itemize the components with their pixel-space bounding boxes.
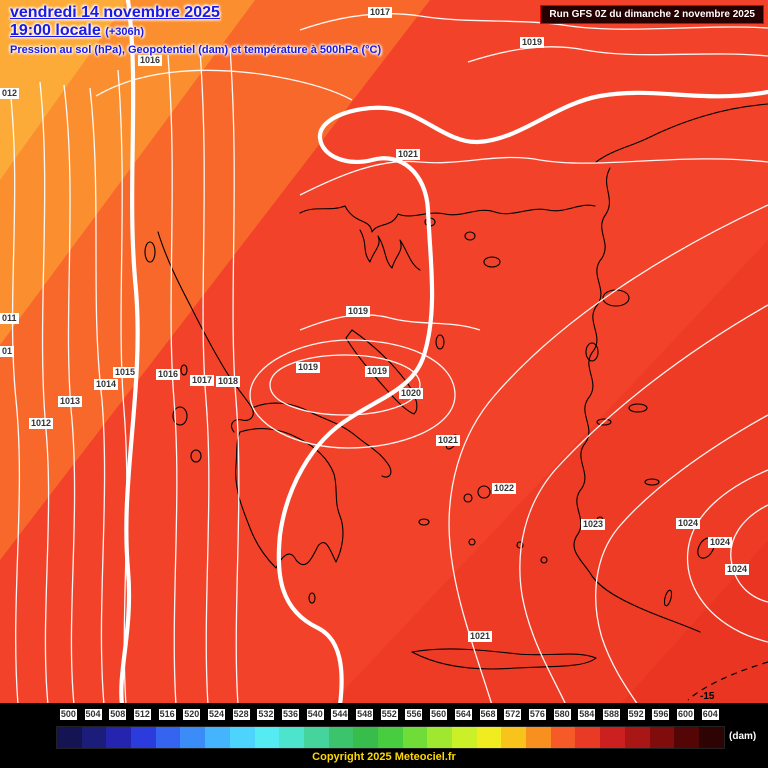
pressure-label: 1021: [436, 435, 461, 446]
pressure-label: 01: [0, 346, 15, 357]
pressure-label: 1024: [676, 518, 701, 529]
legend-tick: 564: [454, 709, 472, 720]
legend-color-cell: [279, 727, 304, 748]
legend-color-cell: [155, 727, 181, 748]
legend-tick: 568: [479, 709, 497, 720]
legend-color-cell: [180, 727, 206, 748]
pressure-label: 012: [0, 88, 20, 99]
pressure-label: 1020: [399, 388, 424, 399]
temperature-shading: [0, 0, 768, 705]
legend-band: 500 504 508 512 516 520 524 528 532 536 540 544 548 5…: [0, 703, 768, 768]
pressure-label: 1017: [190, 375, 215, 386]
pressure-label: 1016: [138, 55, 163, 66]
legend-tick: 544: [331, 709, 349, 720]
legend-color-cell: [303, 727, 329, 748]
legend-tick: 500: [59, 709, 77, 720]
legend-tick: 604: [701, 709, 719, 720]
forecast-offset-label: (+306h): [105, 26, 145, 38]
pressure-label: 1017: [368, 7, 393, 18]
legend-color-cell: [402, 727, 428, 748]
legend-tick: 532: [257, 709, 275, 720]
isotherm-line: [687, 661, 768, 701]
legend-tick: 580: [553, 709, 571, 720]
pressure-label: 1019: [520, 37, 545, 48]
pressure-label: 1019: [346, 306, 371, 317]
pressure-label: 1016: [156, 369, 181, 380]
pressure-label: 1022: [492, 483, 517, 494]
pressure-label: 1014: [94, 379, 119, 390]
legend-color-cell: [452, 727, 477, 748]
legend-tick: 508: [109, 709, 127, 720]
legend-tick: 516: [158, 709, 176, 720]
legend-tick: 588: [602, 709, 620, 720]
legend-tick: 504: [84, 709, 102, 720]
legend-tick: 548: [356, 709, 374, 720]
legend-tick: 528: [232, 709, 250, 720]
legend-tick: 592: [627, 709, 645, 720]
legend-color-cell: [377, 727, 403, 748]
legend-color-cell: [205, 727, 230, 748]
legend-unit-label: (dam): [729, 731, 757, 742]
legend-tick: 576: [528, 709, 546, 720]
pressure-label: 1024: [708, 537, 733, 548]
legend-color-cell: [624, 727, 650, 748]
pressure-label: 1018: [216, 376, 241, 387]
legend-color-cell: [81, 727, 107, 748]
parameters-label: Pression au sol (hPa), Geopotentiel (dam…: [10, 44, 382, 56]
legend-tick: 584: [578, 709, 596, 720]
legend-tick: 540: [306, 709, 324, 720]
map-header: vendredi 14 novembre 2025 19:00 locale (…: [10, 4, 381, 56]
legend-color-cell: [526, 727, 551, 748]
pressure-label: 1012: [29, 418, 54, 429]
legend-tick: 552: [380, 709, 398, 720]
legend-tick: 512: [133, 709, 151, 720]
legend-color-cell: [575, 727, 601, 748]
legend-color-cell: [427, 727, 452, 748]
legend-tick: 536: [282, 709, 300, 720]
copyright-label: Copyright 2025 Meteociel.fr: [312, 751, 456, 763]
pressure-label: 1019: [296, 362, 321, 373]
legend-color-cell: [353, 727, 378, 748]
pressure-label: 1023: [581, 519, 606, 530]
run-info-box: Run GFS 0Z du dimanche 2 novembre 2025: [540, 5, 764, 24]
pressure-label: 1021: [396, 149, 421, 160]
legend-color-cell: [674, 727, 699, 748]
legend-color-cell: [229, 727, 255, 748]
legend-color-cell: [131, 727, 156, 748]
pressure-label: 1013: [58, 396, 83, 407]
map-canvas: [0, 0, 768, 705]
temperature-label: -15: [700, 691, 715, 702]
legend-color-cell: [106, 727, 132, 748]
time-label: 19:00 locale: [10, 22, 101, 39]
legend-color-cell: [57, 727, 82, 748]
legend-color-bar: [56, 726, 725, 749]
legend-color-cell: [501, 727, 527, 748]
geopotential-572-line: [119, 0, 768, 705]
legend-color-cell: [254, 727, 280, 748]
legend-color-cell: [328, 727, 354, 748]
legend-color-cell: [698, 727, 724, 748]
pressure-label: 1021: [468, 631, 493, 642]
legend-tick: 596: [652, 709, 670, 720]
date-label: vendredi 14 novembre 2025: [10, 4, 220, 21]
legend-tick: 560: [430, 709, 448, 720]
time-row: 19:00 locale (+306h): [10, 22, 381, 40]
legend-tick: 572: [504, 709, 522, 720]
legend-tick: 600: [677, 709, 695, 720]
legend-color-cell: [649, 727, 675, 748]
pressure-label: 1019: [365, 366, 390, 377]
legend-color-cell: [476, 727, 502, 748]
legend-tick: 556: [405, 709, 423, 720]
pressure-label: 011: [0, 313, 19, 324]
legend-tick: 520: [183, 709, 201, 720]
legend-color-cell: [550, 727, 576, 748]
legend-tick: 524: [207, 709, 225, 720]
legend-tick-labels: 500 504 508 512 516 520 524 528 532 536 540 544 548 5…: [56, 709, 723, 720]
legend-color-cell: [600, 727, 625, 748]
pressure-label: 1024: [725, 564, 750, 575]
coastlines: [144, 103, 768, 670]
pressure-label: 1015: [113, 367, 138, 378]
